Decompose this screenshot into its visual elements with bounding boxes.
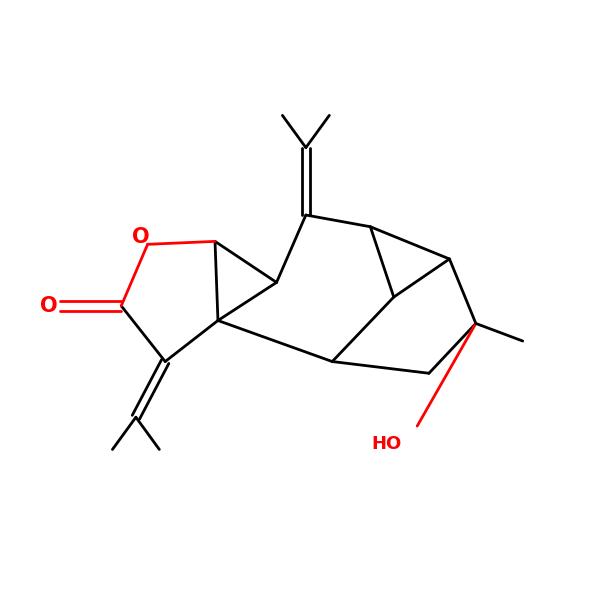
- Text: HO: HO: [371, 434, 402, 452]
- Text: O: O: [132, 227, 149, 247]
- Text: O: O: [40, 296, 58, 316]
